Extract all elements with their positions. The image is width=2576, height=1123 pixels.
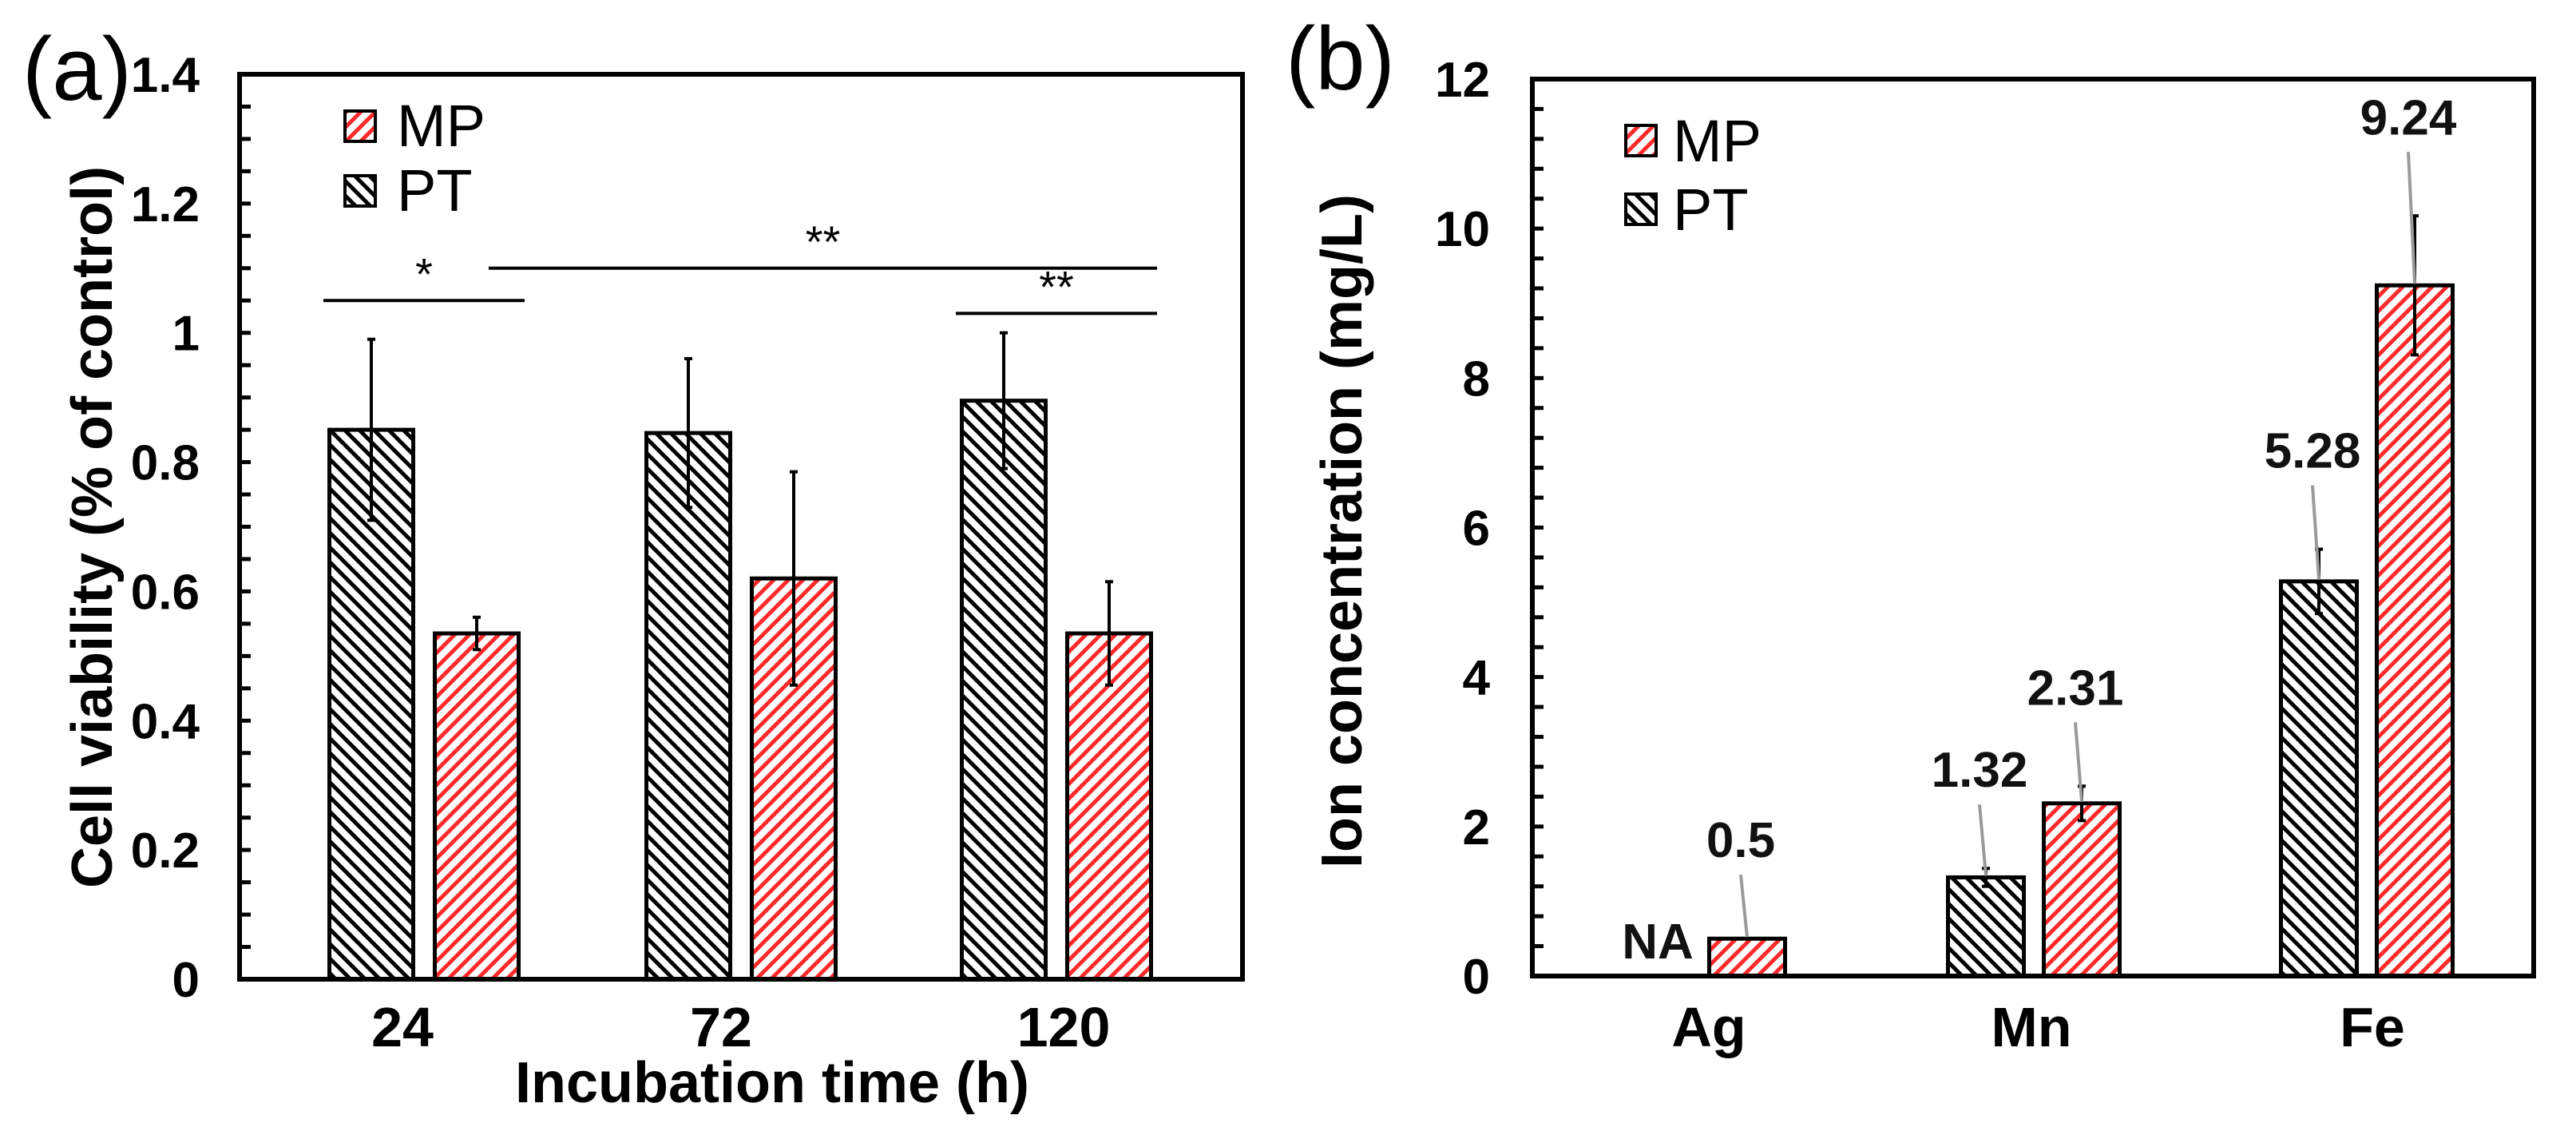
- bar-mp-mn: [2042, 801, 2122, 978]
- panel-a-x-axis-label: Incubation time (h): [515, 1051, 1029, 1115]
- y-tick-label: 1: [172, 307, 200, 362]
- significance-marker: *: [415, 248, 433, 299]
- x-tick-label: 24: [371, 996, 434, 1058]
- y-tick-label: 2: [1463, 800, 1490, 855]
- legend-label-mp: MP: [1673, 108, 1762, 174]
- value-label: 0.5: [1706, 813, 1775, 868]
- bar-mp-ag: [1707, 936, 1787, 978]
- panel-a: (a) 00.20.40.60.811.21.424 72 120***** Cel…: [22, 19, 1245, 1115]
- legend-swatch-mp: [1624, 124, 1658, 157]
- legend-swatch-pt: [1624, 192, 1658, 226]
- y-tick-label: 0: [1463, 950, 1490, 1005]
- panel-a-marks: 00.20.40.60.811.21.424 72 120*****: [131, 48, 1157, 1058]
- y-tick-label: 0.4: [131, 694, 200, 749]
- y-tick-label: 12: [1435, 53, 1490, 108]
- value-leader-line: [2074, 722, 2083, 802]
- legend-swatch-mp: [343, 109, 377, 143]
- panel-b-label: (b): [1286, 9, 1395, 109]
- panel-a-y-axis-label: Cell viability (% of control): [61, 166, 125, 888]
- panel-a-label: (a): [22, 19, 132, 119]
- panel-b-frame: [1530, 77, 2536, 978]
- panel-a-frame: [237, 72, 1245, 982]
- panel-b-y-axis-label: Ion concentration (mg/L): [1310, 194, 1374, 868]
- bar-mp-24: [433, 631, 521, 982]
- y-tick-label: 0: [172, 953, 200, 1008]
- y-tick-label: 0.6: [131, 565, 200, 620]
- bar-pt-fe: [2279, 579, 2359, 978]
- bar-pt-mn: [1946, 875, 2026, 978]
- y-tick-label: 6: [1463, 502, 1490, 557]
- x-tick-label: 72: [690, 996, 752, 1058]
- legend-label-mp: MP: [397, 93, 485, 159]
- bar-mp-fe: [2375, 283, 2455, 978]
- x-tick-label: Ag: [1671, 996, 1746, 1058]
- y-tick-label: 10: [1435, 202, 1490, 257]
- value-label: 9.24: [2360, 90, 2457, 145]
- y-tick-label: 1.4: [131, 48, 200, 103]
- legend-label-pt: PT: [397, 157, 473, 224]
- y-tick-label: 0.8: [131, 436, 200, 491]
- value-leader-line: [2407, 152, 2416, 284]
- panel-b-legend: MP PT: [1624, 108, 1762, 243]
- panel-b: (b) 0 2 4 6 8 10 12 Ag Mn Fe NA 1.32 5.28 0.5 2.31 9.24…: [1286, 9, 2536, 1058]
- legend-swatch-pt: [343, 174, 377, 208]
- panel-a-legend: MP PT: [343, 93, 485, 224]
- panel-b-marks: 0 2 4 6 8 10 12 Ag Mn Fe NA 1.32 5.28 0.5 2.31 9.24: [1435, 53, 2457, 1058]
- y-tick-label: 4: [1463, 651, 1491, 706]
- x-tick-label: Fe: [2340, 996, 2405, 1058]
- value-leader-line: [1978, 804, 1987, 876]
- y-tick-label: 8: [1463, 351, 1490, 407]
- x-tick-label: 120: [1017, 996, 1111, 1058]
- value-label: 1.32: [1932, 743, 2028, 798]
- value-label: 5.28: [2265, 424, 2361, 479]
- significance-marker: **: [806, 216, 841, 267]
- value-leader-line: [1739, 875, 1749, 938]
- value-label: NA: [1622, 915, 1694, 970]
- y-tick-label: 0.2: [131, 823, 200, 879]
- legend-label-pt: PT: [1673, 177, 1749, 243]
- bar-pt-120: [960, 399, 1048, 982]
- bar-mp-120: [1065, 631, 1153, 982]
- significance-marker: **: [1039, 261, 1074, 312]
- x-tick-label: Mn: [1991, 996, 2071, 1058]
- bar-pt-72: [644, 431, 732, 982]
- value-label: 2.31: [2027, 661, 2124, 716]
- y-tick-label: 1.2: [131, 177, 200, 232]
- value-leader-line: [2311, 485, 2320, 581]
